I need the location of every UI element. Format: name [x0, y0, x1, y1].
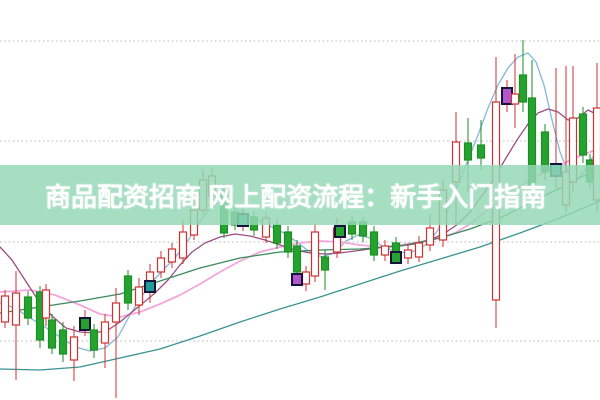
down-candle [272, 224, 282, 244]
title-banner: 商品配资招商 网上配资流程：新手入门指南 [0, 165, 600, 225]
down-candle [123, 275, 133, 304]
marker-box [144, 280, 156, 293]
marker-candle [501, 87, 513, 105]
up-candle [100, 321, 110, 344]
up-candle [167, 248, 177, 263]
down-candle [283, 231, 293, 253]
up-candle [0, 295, 10, 323]
down-candle [463, 142, 473, 161]
up-candle [510, 93, 520, 105]
up-candle [69, 336, 79, 361]
down-candle [369, 231, 379, 256]
banner-title-text: 商品配资招商 网上配资流程：新手入门指南 [45, 181, 547, 212]
up-candle [301, 271, 311, 285]
marker-box [291, 273, 303, 286]
up-candle [380, 245, 390, 256]
down-candle [47, 319, 57, 349]
down-candle [518, 74, 528, 103]
down-candle [292, 245, 302, 273]
up-candle [403, 249, 413, 259]
up-candle [111, 302, 121, 323]
marker-box [390, 251, 402, 264]
up-candle [41, 289, 51, 319]
down-candle [476, 144, 486, 159]
up-candle [178, 231, 188, 259]
marker-box [334, 225, 346, 238]
up-candle [156, 257, 166, 273]
down-candle [89, 329, 99, 351]
marker-candle [79, 317, 91, 331]
up-candle [414, 242, 424, 258]
up-candle [11, 292, 21, 326]
down-candle [320, 256, 330, 271]
down-candle [23, 296, 33, 319]
up-candle [134, 286, 144, 306]
up-candle [310, 231, 320, 277]
down-candle [578, 113, 588, 156]
up-candle [425, 227, 435, 246]
down-candle [58, 329, 68, 355]
